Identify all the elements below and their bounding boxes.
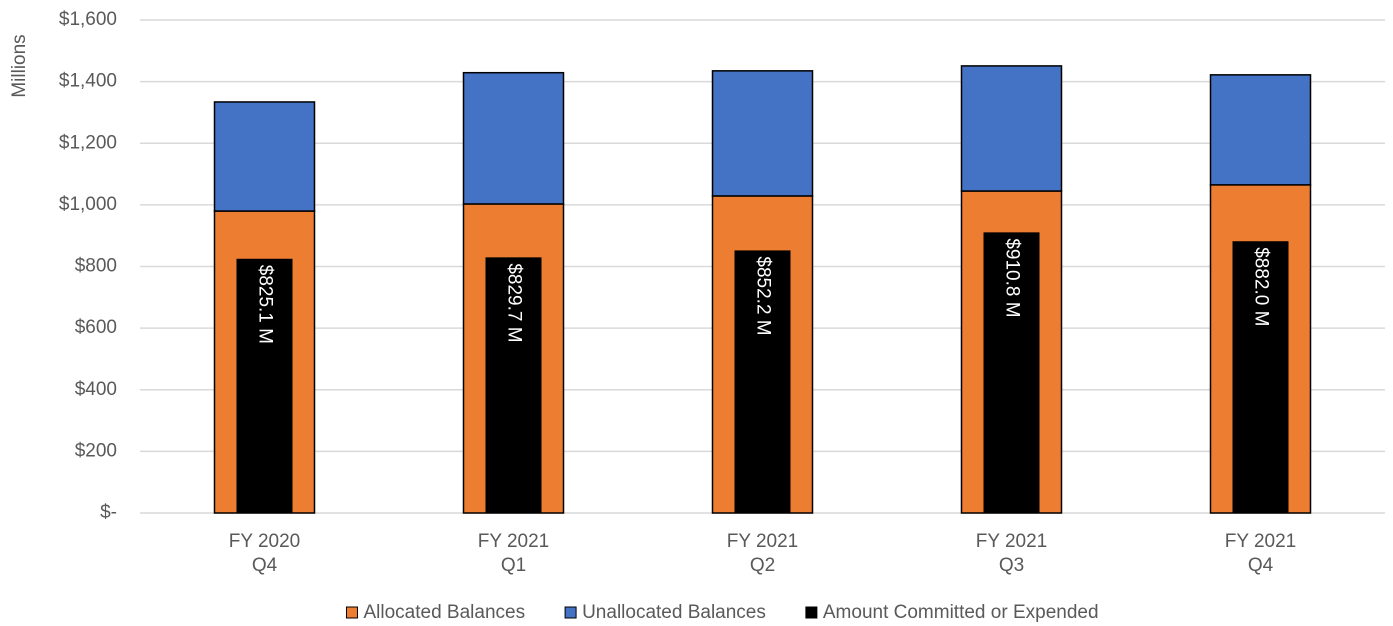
legend-label: Allocated Balances xyxy=(363,602,525,623)
x-tick-label: FY 2021 Q2 xyxy=(727,531,798,576)
x-tick-label-line: FY 2021 xyxy=(478,531,549,552)
legend-label: Amount Committed or Expended xyxy=(823,602,1099,623)
value-label: $825.1 M xyxy=(254,265,275,344)
bar xyxy=(1232,241,1289,513)
legend-swatch xyxy=(805,606,818,619)
x-tick-label-line: FY 2021 xyxy=(727,531,798,552)
bar-segment xyxy=(1209,74,1312,186)
bar xyxy=(236,258,293,513)
bar-segment xyxy=(711,70,814,197)
y-tick-label: $1,400 xyxy=(59,71,117,92)
value-label: $910.8 M xyxy=(1001,238,1022,317)
x-tick-label-line: Q1 xyxy=(501,555,526,576)
value-label: $882.0 M xyxy=(1250,247,1271,326)
y-tick-label: $200 xyxy=(75,440,117,461)
bar xyxy=(734,250,791,513)
x-tick-label: FY 2021 Q1 xyxy=(478,531,549,576)
value-label: $852.2 M xyxy=(752,256,773,335)
legend-swatch xyxy=(345,606,358,619)
legend-swatch xyxy=(564,606,577,619)
x-tick-label-line: FY 2021 xyxy=(976,531,1047,552)
legend-label: Unallocated Balances xyxy=(582,602,766,623)
y-tick-label: $800 xyxy=(75,256,117,277)
y-tick-label: $1,200 xyxy=(59,132,117,153)
x-tick-label-line: Q3 xyxy=(999,555,1024,576)
bar xyxy=(983,232,1040,514)
x-tick-label-line: Q4 xyxy=(1248,555,1274,576)
x-tick-label: FY 2021 Q3 xyxy=(976,531,1047,576)
y-axis-label: Millions xyxy=(9,34,30,97)
x-tick-label-line: Q2 xyxy=(750,555,775,576)
y-tick-label: $1,600 xyxy=(59,9,117,30)
x-tick-label: FY 2020 Q4 xyxy=(229,531,300,576)
x-tick-label: FY 2021 Q4 xyxy=(1225,531,1296,576)
x-tick-label-line: FY 2021 xyxy=(1225,531,1296,552)
bar-segment xyxy=(960,65,1063,192)
bar xyxy=(485,257,542,513)
y-tick-label: $1,000 xyxy=(59,194,117,215)
y-tick-label: $600 xyxy=(75,317,117,338)
bar-segment xyxy=(462,71,565,205)
bar-segment xyxy=(213,101,316,212)
y-tick-label: $400 xyxy=(75,379,117,400)
x-tick-label-line: Q4 xyxy=(252,555,278,576)
x-tick-label-line: FY 2020 xyxy=(229,531,300,552)
value-label: $829.7 M xyxy=(503,263,524,342)
legend: Allocated Balances Unallocated Balances Am… xyxy=(345,602,1099,623)
y-tick-label: $- xyxy=(100,502,117,523)
